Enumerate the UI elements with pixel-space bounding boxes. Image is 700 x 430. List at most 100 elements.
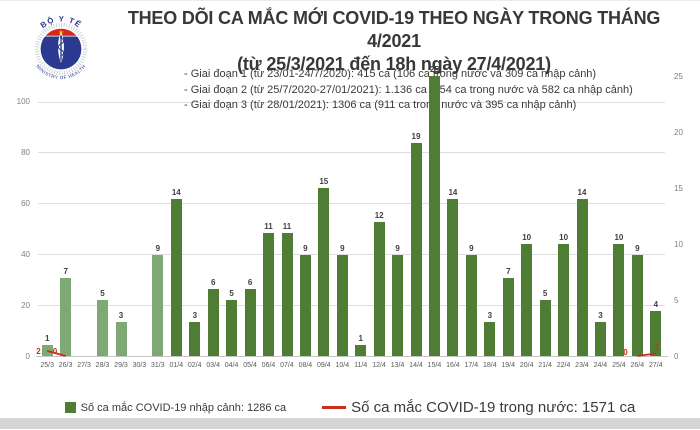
bar — [263, 232, 274, 356]
x-axis-label: 14/4 — [409, 362, 423, 369]
bar — [539, 300, 551, 356]
bottom-strip — [0, 418, 700, 429]
x-axis-label: 13/4 — [390, 362, 405, 369]
snake-icon — [57, 37, 65, 57]
gridline — [38, 101, 665, 103]
y-axis-label-right: 15 — [674, 183, 683, 193]
legend-label-domestic: Số ca mắc COVID-19 trong nước: 1571 ca — [351, 399, 636, 416]
line-value-label: 1 — [654, 342, 660, 352]
bar — [97, 300, 108, 356]
bar — [226, 300, 238, 356]
x-axis-label: 11/4 — [354, 362, 368, 369]
bar-value-label: 6 — [210, 277, 216, 287]
bar — [207, 288, 219, 356]
bar — [447, 199, 459, 356]
bar-value-label: 10 — [614, 233, 624, 242]
bar-value-label: 6 — [247, 277, 253, 287]
y-axis-label-left: 60 — [21, 198, 30, 208]
x-axis-label: 06/4 — [261, 362, 276, 369]
bar-value-label: 9 — [469, 244, 474, 254]
bar-value-label: 3 — [192, 311, 198, 321]
annotation-stage-3: - Giai đoạn 3 (từ 28/01/2021): 1306 ca (… — [184, 99, 577, 111]
bar-value-label: 10 — [559, 233, 569, 242]
x-axis-label: 29/3 — [114, 362, 128, 369]
bar — [318, 188, 330, 356]
x-axis-label: 03/4 — [206, 362, 220, 369]
y-axis-label-right: 10 — [674, 239, 683, 249]
bar-value-label: 9 — [635, 244, 640, 254]
bar — [650, 311, 662, 356]
x-axis-label: 10/4 — [335, 362, 350, 369]
gridline — [38, 152, 665, 154]
legend-item-imported: Số ca mắc COVID-19 nhập cảnh: 1286 ca — [64, 401, 287, 414]
bar-value-label: 3 — [118, 311, 124, 321]
x-axis-label: 04/4 — [224, 362, 239, 369]
bar-value-label: 4 — [653, 300, 659, 310]
bar-value-label: 9 — [155, 244, 161, 254]
bar — [189, 322, 201, 356]
bar-value-label: 10 — [522, 233, 532, 242]
bar — [521, 244, 533, 356]
bar-value-label: 3 — [598, 311, 603, 321]
header: THEO DÕI CA MẮC MỚI COVID-19 THEO NGÀY T… — [100, 7, 688, 76]
x-axis-label: 21/4 — [538, 362, 552, 369]
emblem-ring — [34, 22, 88, 76]
bar-value-label: 1 — [358, 333, 363, 343]
bar-value-label: 14 — [577, 188, 587, 198]
bar-value-label: 15 — [319, 177, 329, 186]
x-axis-label: 23/4 — [575, 362, 589, 369]
bar-value-label: 9 — [395, 244, 400, 254]
bar-value-label: 7 — [63, 266, 68, 276]
x-axis-label: 20/4 — [519, 362, 534, 369]
bar — [502, 277, 514, 356]
y-axis-label-left: 80 — [21, 147, 30, 157]
x-axis-label: 05/4 — [243, 362, 257, 369]
bar — [41, 344, 53, 356]
y-axis-label-right: 0 — [674, 351, 679, 361]
y-axis-label-left: 20 — [21, 300, 30, 310]
bar — [299, 255, 311, 356]
x-axis-label: 26/4 — [630, 362, 645, 369]
y-axis-label-left: 100 — [16, 96, 30, 106]
bar-value-label: 14 — [171, 188, 181, 198]
x-axis-label: 07/4 — [280, 362, 294, 369]
x-axis-label: 09/4 — [316, 362, 331, 369]
snake-head — [59, 35, 63, 39]
legend-label-imported: Số ca mắc COVID-19 nhập cảnh: 1286 ca — [80, 401, 287, 414]
bar-value-label: 3 — [487, 311, 493, 321]
bar — [281, 232, 293, 356]
bar — [60, 277, 72, 356]
page-title: THEO DÕI CA MẮC MỚI COVID-19 THEO NGÀY T… — [127, 8, 661, 51]
x-axis-label: 15/4 — [427, 362, 442, 369]
ministry-of-health-logo: ★ BỘ Y TẾ MINISTRY OF HEALTH — [18, 3, 104, 95]
x-axis-label: 18/4 — [482, 362, 497, 369]
bar-value-label: 12 — [374, 210, 384, 220]
bar-value-label: 11 — [282, 221, 292, 231]
bar — [336, 255, 348, 356]
bar — [373, 221, 385, 356]
x-axis-label: 22/4 — [556, 362, 571, 369]
gridline — [38, 254, 665, 256]
legend-item-domestic: Số ca mắc COVID-19 trong nước: 1571 ca — [322, 399, 635, 416]
x-axis-label: 25/4 — [612, 362, 626, 369]
x-axis-label: 27/3 — [77, 362, 91, 369]
x-axis-label: 08/4 — [298, 362, 313, 369]
imported-series-swatch — [64, 402, 76, 413]
emblem-red-cap — [44, 28, 78, 37]
annotation-stage-2: - Giai đoạn 2 (từ 25/7/2020-27/01/2021):… — [184, 83, 633, 96]
bar-value-label: 9 — [340, 244, 345, 254]
bar-value-label: 9 — [303, 244, 308, 254]
bar — [595, 322, 606, 356]
bar-value-label: 7 — [506, 266, 511, 276]
x-axis-label: 27/4 — [648, 362, 663, 369]
bar — [355, 344, 367, 356]
x-axis-label: 31/3 — [150, 362, 165, 369]
bar-value-label: 25 — [430, 65, 439, 74]
x-axis-label: 17/4 — [464, 362, 479, 369]
page-subtitle: (từ 25/3/2021 đến 18h ngày 27/4/2021) — [237, 54, 551, 74]
x-axis-line — [36, 356, 668, 357]
x-axis-label: 25/3 — [40, 362, 54, 369]
bar-value-label: 5 — [542, 289, 548, 298]
gridline — [38, 203, 665, 205]
